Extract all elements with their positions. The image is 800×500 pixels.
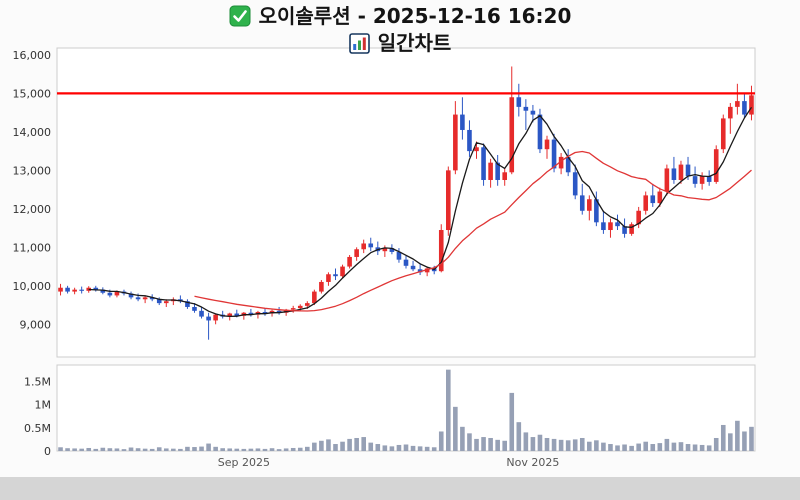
volume-bars: [58, 369, 754, 451]
svg-text:9,000: 9,000: [20, 318, 52, 331]
moving-average-lines: [88, 106, 753, 318]
chart-subtitle: 일간차트: [377, 31, 452, 55]
svg-text:1M: 1M: [35, 399, 52, 412]
bar-chart-icon: [348, 32, 370, 54]
svg-text:11,000: 11,000: [13, 241, 52, 254]
volume-axis-labels: 1.5M 1M 0.5M 0: [24, 375, 51, 458]
svg-text:Nov 2025: Nov 2025: [506, 456, 559, 469]
svg-text:15,000: 15,000: [13, 87, 52, 100]
svg-text:Sep 2025: Sep 2025: [218, 456, 270, 469]
title-line: 오이솔루션 - 2025-12-16 16:20: [0, 3, 800, 29]
svg-text:13,000: 13,000: [13, 164, 52, 177]
svg-text:10,000: 10,000: [13, 280, 52, 293]
svg-text:14,000: 14,000: [13, 126, 52, 139]
chart-header: 오이솔루션 - 2025-12-16 16:20 일간차트: [0, 3, 800, 56]
price-axis-labels: 16,000 15,000 14,000 13,000 12,000 11,000 10,0…: [13, 49, 52, 331]
subtitle-line: 일간차트: [0, 30, 800, 56]
date-axis-labels: Sep 2025 Nov 2025: [218, 456, 560, 469]
page-title: 오이솔루션 - 2025-12-16 16:20: [258, 4, 572, 28]
svg-text:16,000: 16,000: [13, 49, 52, 62]
svg-text:0.5M: 0.5M: [24, 422, 51, 435]
window-footer-strip: [0, 477, 800, 500]
svg-text:1.5M: 1.5M: [24, 375, 51, 388]
plot-frames: [56, 47, 756, 452]
svg-text:12,000: 12,000: [13, 203, 52, 216]
green-check-icon: [229, 5, 251, 27]
candlesticks: [58, 66, 754, 340]
svg-text:0: 0: [44, 445, 51, 458]
